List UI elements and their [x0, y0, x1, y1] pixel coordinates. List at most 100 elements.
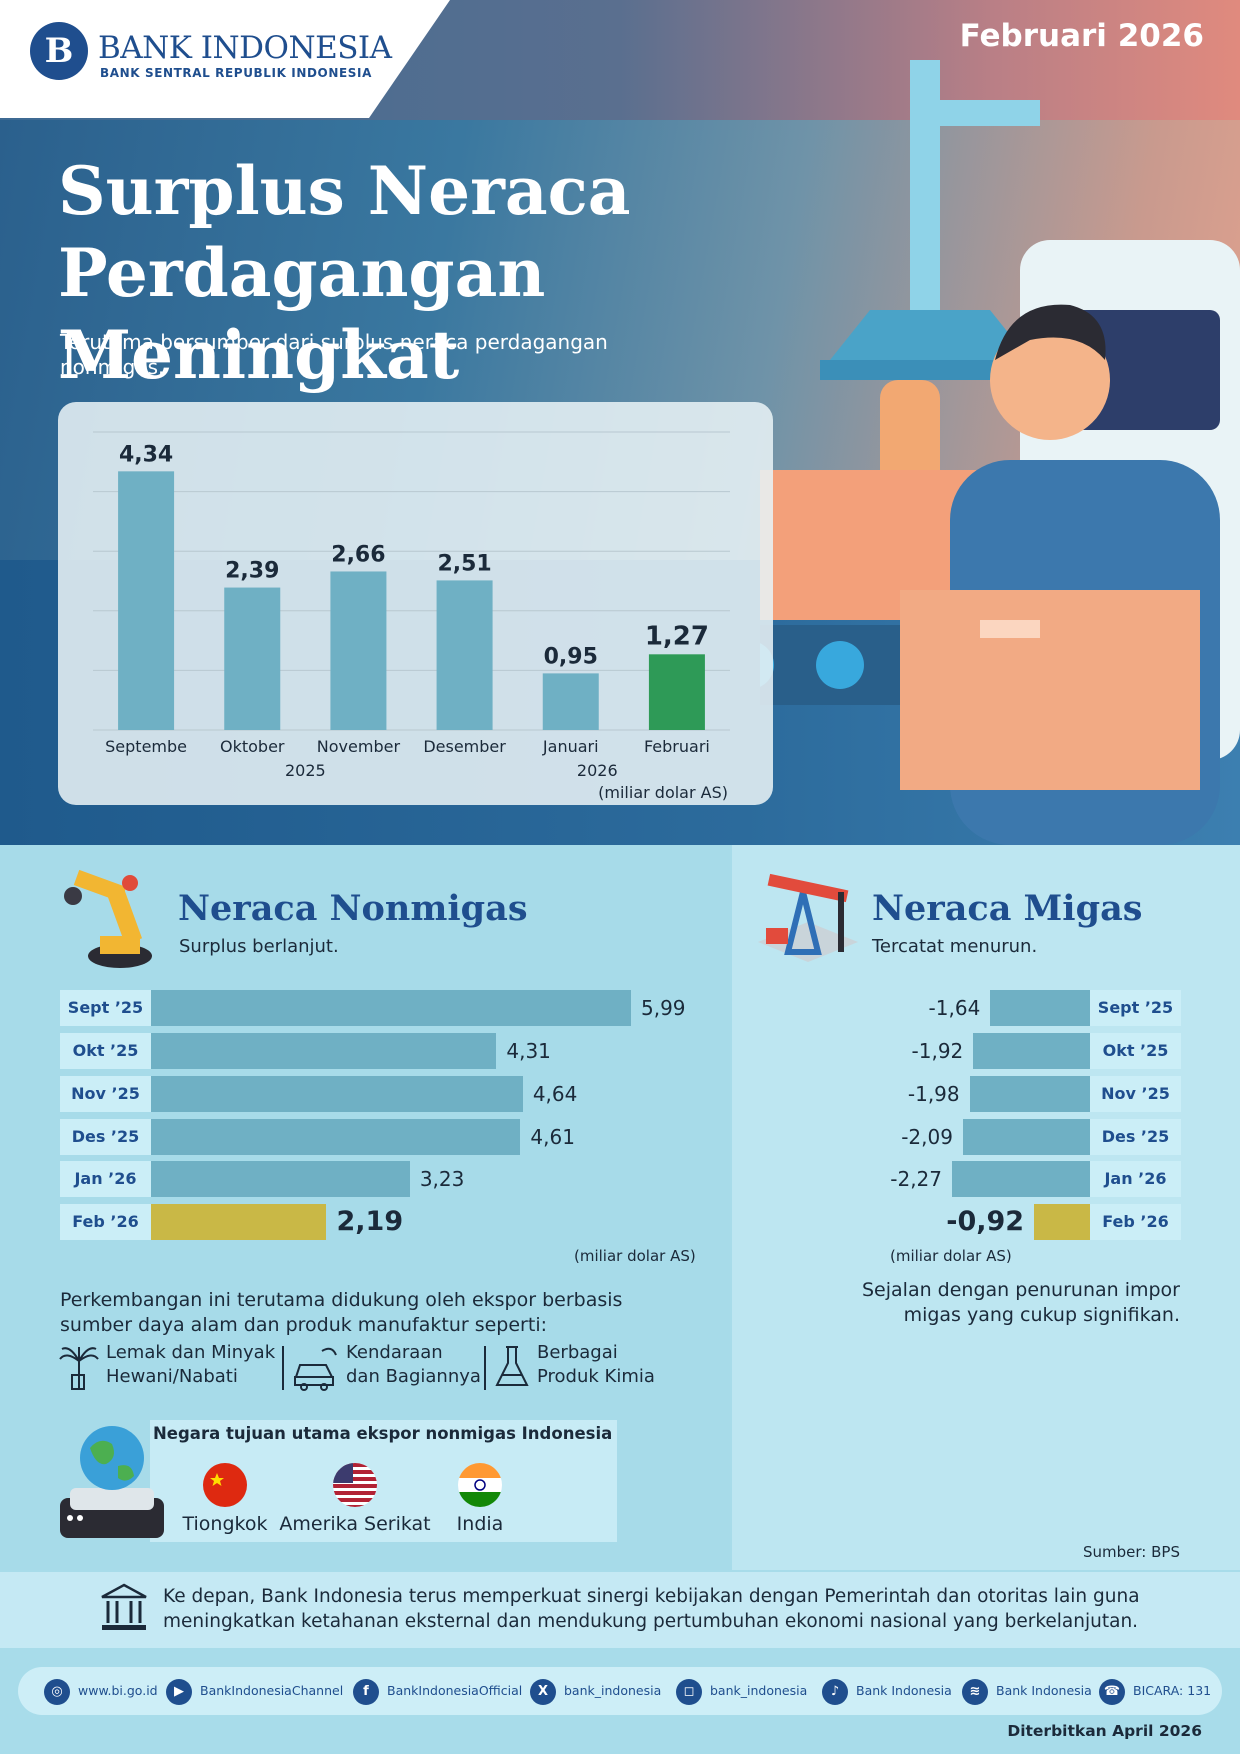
nonmigas-bar	[151, 1161, 410, 1197]
footer-note: Ke depan, Bank Indonesia terus memperkua…	[163, 1586, 1140, 1632]
india-flag-icon	[458, 1463, 502, 1507]
nonmigas-row-label: Okt ’25	[60, 1033, 151, 1069]
x-tick-label: Januari	[542, 737, 599, 756]
migas-row-label: Des ’25	[1090, 1119, 1181, 1155]
facebook-icon: f	[353, 1678, 379, 1705]
nonmigas-bar-value: 4,61	[530, 1125, 575, 1149]
tiktok-icon: ♪	[822, 1678, 848, 1705]
title-line-2: Perdagangan Meningkat	[58, 234, 546, 394]
migas-note: Sejalan dengan penurunan impor migas yan…	[862, 1279, 1180, 1326]
trade-balance-chart: 4,34 Septembe 2,39 Oktober 2,66 November 2,51 D…	[93, 431, 730, 802]
social-spotify[interactable]: ≋ Bank Indonesia	[962, 1678, 1092, 1705]
bar-value-label: 2,51	[437, 551, 491, 576]
bar-septembe	[118, 471, 175, 730]
migas-bar	[952, 1161, 1090, 1197]
spotify-icon: ≋	[962, 1678, 988, 1705]
migas-bar	[973, 1033, 1090, 1069]
page-title: Surplus Neraca Perdagangan Meningkat	[58, 150, 918, 396]
social-website[interactable]: ◎ www.bi.go.id	[44, 1678, 158, 1705]
nonmigas-bar-value: 2,19	[336, 1206, 404, 1237]
migas-bar	[962, 1119, 1090, 1155]
nonmigas-bar-value: 4,31	[506, 1039, 551, 1063]
migas-bar	[990, 990, 1090, 1026]
x-tick-label: November	[317, 737, 401, 756]
title-line-1: Surplus Neraca	[58, 152, 631, 230]
trade-balance-chart-card: 4,34 Septembe 2,39 Oktober 2,66 November 2,51 D…	[58, 402, 773, 805]
nonmigas-bar	[151, 1204, 327, 1240]
x-tick-label: Septembe	[105, 737, 187, 756]
year-label-2025: 2025	[285, 761, 326, 780]
migas-row-label: Jan ’26	[1090, 1161, 1181, 1197]
migas-bar	[969, 1076, 1090, 1112]
social-youtube[interactable]: ▶ BankIndonesiaChannel	[166, 1678, 343, 1705]
globe-server-icon	[60, 1426, 164, 1538]
bar-value-label: 4,34	[119, 442, 173, 467]
nonmigas-unit: (miliar dolar AS)	[574, 1247, 696, 1265]
oil-pump-icon	[758, 873, 858, 962]
x-tick-label: Februari	[644, 737, 710, 756]
logo-name: BANK INDONESIA	[98, 30, 392, 66]
nonmigas-bar-value: 4,64	[532, 1082, 578, 1106]
migas-bar-value: -0,92	[946, 1206, 1025, 1237]
flask-icon	[495, 1346, 529, 1386]
migas-row-label: Okt ’25	[1090, 1033, 1181, 1069]
social-facebook[interactable]: f BankIndonesiaOfficial	[353, 1678, 522, 1705]
nonmigas-title: Neraca Nonmigas	[178, 888, 528, 929]
bar-value-label: 2,66	[331, 542, 385, 567]
palm-tree-icon	[59, 1347, 99, 1390]
published-date: Diterbitkan April 2026	[1007, 1722, 1202, 1740]
migas-bar-value: -1,92	[911, 1039, 964, 1063]
nonmigas-row-label: Jan ’26	[60, 1161, 151, 1197]
nonmigas-bar	[151, 1119, 521, 1155]
instagram-icon: ◻	[676, 1678, 702, 1705]
nonmigas-row-label: Feb ’26	[60, 1204, 151, 1240]
x-icon: X	[530, 1678, 556, 1705]
logo-subtitle: BANK SENTRAL REPUBLIK INDONESIA	[100, 66, 372, 80]
social-tiktok[interactable]: ♪ Bank Indonesia	[822, 1678, 952, 1705]
bicara-icon: ☎	[1099, 1678, 1125, 1705]
nonmigas-row-label: Des ’25	[60, 1119, 151, 1155]
migas-row-label: Feb ’26	[1090, 1204, 1181, 1240]
migas-title: Neraca Migas	[872, 888, 1143, 929]
nonmigas-row-label: Nov ’25	[60, 1076, 151, 1112]
product-divider	[484, 1346, 486, 1390]
nonmigas-bar-value: 5,99	[641, 996, 686, 1020]
chart-unit-label: (miliar dolar AS)	[598, 783, 728, 802]
globe-icon: ◎	[44, 1678, 70, 1705]
usa-flag-icon	[333, 1463, 377, 1507]
destination-china: Tiongkok	[182, 1513, 268, 1535]
report-date: Februari 2026	[959, 18, 1204, 54]
x-tick-label: Oktober	[220, 737, 285, 756]
bar-oktober	[224, 587, 281, 730]
migas-bar-value: -2,27	[890, 1167, 942, 1191]
migas-bar-value: -1,98	[907, 1082, 960, 1106]
nonmigas-bar	[151, 990, 631, 1026]
nonmigas-bar-value: 3,23	[419, 1167, 465, 1191]
x-tick-label: Desember	[423, 737, 506, 756]
nonmigas-subtitle: Surplus berlanjut.	[179, 936, 339, 957]
page-subtitle: Terutama bersumber dari surplus neraca p…	[60, 330, 608, 379]
nonmigas-bar	[151, 1033, 497, 1069]
migas-bar-value: -2,09	[901, 1125, 953, 1149]
social-instagram[interactable]: ◻ bank_indonesia	[676, 1678, 807, 1705]
product-divider	[282, 1346, 284, 1390]
migas-row-label: Nov ’25	[1090, 1076, 1181, 1112]
china-flag-icon	[203, 1463, 247, 1507]
social-media-bar	[18, 1667, 1222, 1715]
factory-worker-illustration	[760, 60, 1240, 845]
robot-arm-icon	[64, 869, 152, 968]
social-bicara[interactable]: ☎ BICARA: 131	[1099, 1678, 1211, 1705]
bar-februari	[648, 654, 705, 730]
migas-subtitle: Tercatat menurun.	[872, 936, 1038, 957]
destination-india: India	[456, 1513, 504, 1535]
bar-value-label: 0,95	[544, 644, 598, 669]
bar-value-label: 1,27	[645, 621, 709, 651]
migas-bar-value: -1,64	[928, 996, 981, 1020]
nonmigas-bar	[151, 1076, 523, 1112]
bar-januari	[542, 673, 599, 730]
product-1: Lemak dan Minyak Hewani/Nabati	[106, 1342, 276, 1387]
bank-building-icon	[101, 1583, 147, 1630]
migas-row-label: Sept ’25	[1090, 990, 1181, 1026]
year-label-2026: 2026	[577, 761, 618, 780]
